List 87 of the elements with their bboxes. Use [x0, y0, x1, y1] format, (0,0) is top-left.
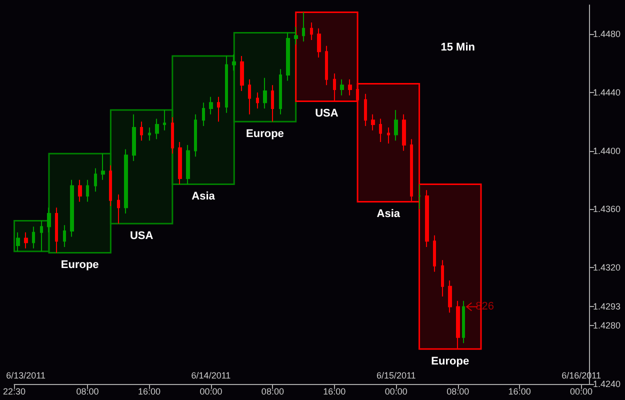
y-tick-label: 1.4360: [593, 204, 621, 214]
candlestick: [55, 207, 58, 254]
x-tick-label: 00:00: [570, 386, 593, 396]
candlestick: [16, 232, 20, 252]
candlestick: [194, 114, 197, 158]
y-tick-label: 1.4240: [593, 379, 621, 389]
candlestick: [24, 232, 28, 249]
band-label: Asia: [192, 190, 216, 203]
candlestick: [410, 138, 413, 202]
band-label: USA: [315, 107, 338, 120]
y-tick-label: 1.4400: [593, 146, 621, 156]
candlestick: [94, 168, 97, 192]
candlestick: [117, 194, 120, 224]
x2-tick-label: 6/13/2011: [6, 370, 46, 380]
x2-tick-label: 6/15/2011: [376, 370, 416, 380]
candlestick: [140, 121, 143, 142]
candlestick: [109, 164, 112, 207]
candlestick: [379, 118, 382, 143]
candlestick: [462, 300, 465, 344]
candlestick: [132, 114, 136, 162]
candlestick: [456, 300, 460, 350]
candlestick: [286, 32, 290, 82]
candlestick: [240, 56, 244, 92]
candlestick: [186, 144, 190, 185]
candlestick: [371, 114, 375, 131]
candlestick: [171, 116, 174, 154]
candlestick: [425, 190, 429, 248]
x-tick-label: 08:00: [76, 386, 99, 396]
candlestick: [232, 54, 236, 72]
candlestick: [402, 114, 406, 152]
annotation: 15 Min: [440, 42, 476, 54]
candlestick: [225, 56, 228, 114]
band-label: Europe: [431, 355, 470, 368]
candlestick: [256, 92, 259, 109]
candlestick: [340, 78, 344, 96]
candlestick: [163, 109, 166, 131]
band-label: Asia: [376, 208, 401, 220]
x-tick-label: 16:00: [508, 386, 531, 396]
candlestick: [394, 109, 398, 142]
candlestick: [317, 28, 321, 58]
candlestick: [364, 93, 367, 126]
candlestick: [202, 102, 205, 126]
band-label: USA: [130, 230, 154, 242]
candlestick: [387, 126, 390, 144]
candlestick: [40, 220, 43, 252]
band-label: Europe: [60, 259, 99, 272]
candlestick: [32, 226, 35, 249]
y-tick-label: 1.4280: [593, 320, 621, 331]
candlestick: [325, 45, 328, 86]
y-tick-label: 1.4293: [593, 302, 621, 312]
candlestick: [78, 179, 82, 202]
candlestick: [248, 78, 251, 115]
x2-tick-label: 6/14/2011: [191, 370, 231, 380]
candlestick: [448, 280, 452, 314]
x-tick-label: 22:30: [2, 386, 26, 396]
band-label: Europe: [246, 128, 284, 140]
x-tick-label: 16:00: [138, 386, 161, 396]
candlestick: [294, 26, 298, 45]
candlestick: [209, 96, 213, 115]
x-tick-label: 08:00: [261, 386, 284, 396]
candlestick: [47, 207, 51, 233]
candlestick: [63, 224, 66, 248]
candlestick: [279, 68, 282, 115]
candlestick: [441, 260, 444, 298]
candlestick: [263, 77, 267, 109]
candlestick: [333, 73, 336, 102]
candlestick: [433, 234, 436, 272]
candlestick: [418, 184, 421, 210]
candlestick: [217, 96, 220, 122]
candlestick: [124, 148, 128, 214]
candlestick: [155, 118, 159, 140]
x-tick-label: 00:00: [384, 386, 408, 396]
y-tick-label: 1.4480: [593, 29, 621, 40]
y-tick-label: 1.4320: [593, 262, 621, 272]
candlestick: [310, 22, 313, 40]
candlestick: [148, 126, 151, 142]
candlestick: [348, 78, 352, 96]
x-tick-label: 00:00: [200, 386, 222, 396]
candlestick: [178, 142, 182, 185]
y-tick-label: 1.4440: [593, 87, 621, 98]
candlestick: [302, 12, 305, 42]
candlestick: [86, 179, 89, 202]
candlestick: [271, 84, 274, 122]
candlestick: [101, 153, 105, 180]
x-tick-label: 08:00: [446, 386, 470, 396]
x-tick-label: 16:00: [323, 386, 346, 396]
candlestick: [70, 179, 74, 238]
